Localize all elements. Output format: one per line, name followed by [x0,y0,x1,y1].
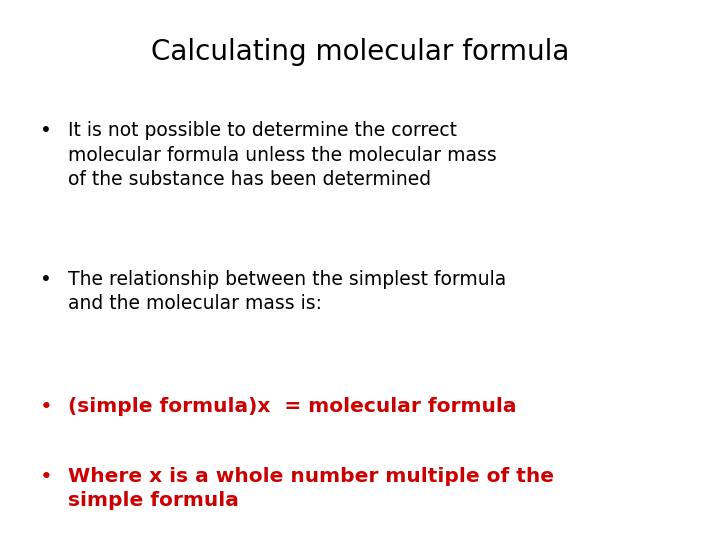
Text: •: • [40,270,51,289]
Text: Calculating molecular formula: Calculating molecular formula [150,38,570,66]
Text: The relationship between the simplest formula
and the molecular mass is:: The relationship between the simplest fo… [68,270,507,313]
Text: It is not possible to determine the correct
molecular formula unless the molecul: It is not possible to determine the corr… [68,122,497,189]
Text: •: • [40,122,51,140]
Text: •: • [40,467,53,487]
Text: (simple formula)x  = molecular formula: (simple formula)x = molecular formula [68,397,517,416]
Text: Where x is a whole number multiple of the
simple formula: Where x is a whole number multiple of th… [68,467,554,510]
Text: •: • [40,397,53,417]
